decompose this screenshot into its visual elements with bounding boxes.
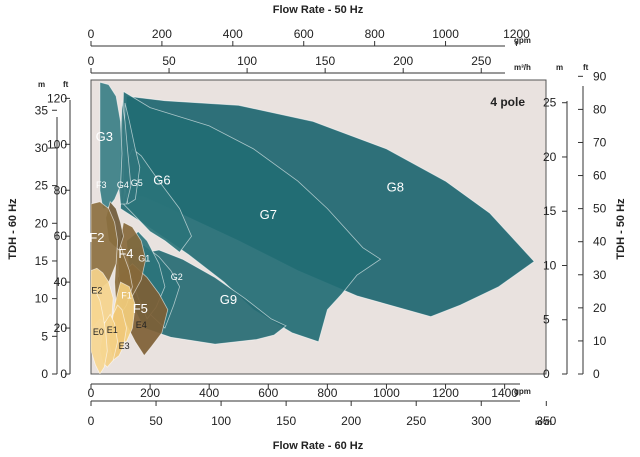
top-gpm-tick-label-0: 0 xyxy=(88,27,95,41)
left-m-tick-label-6: 30 xyxy=(35,141,49,155)
bottom-m3h-tick-label-1: 50 xyxy=(149,414,163,428)
pole-annotation: 4 pole xyxy=(490,95,525,109)
right-m-tick-label-0: 0 xyxy=(543,367,550,381)
region-label-f5: F5 xyxy=(133,301,148,316)
left-m-tick-label-5: 25 xyxy=(35,179,49,193)
top-m3h-tick-label-0: 0 xyxy=(88,54,95,68)
region-label-e4: E4 xyxy=(136,320,147,330)
left-m-tick-label-4: 20 xyxy=(35,216,49,230)
region-label-g9: G9 xyxy=(220,292,237,307)
region-label-f2: F2 xyxy=(89,230,104,245)
region-label-e1: E1 xyxy=(107,325,118,335)
region-g4 xyxy=(118,100,132,205)
top-outer-unit-label: gpm xyxy=(514,36,531,45)
left-ft-tick-label-6: 120 xyxy=(47,91,67,105)
region-label-f3: F3 xyxy=(96,180,107,190)
right-ft-tick-label-0: 0 xyxy=(593,367,600,381)
top-gpm-tick-label-6: 1200 xyxy=(503,27,530,41)
right-ft-tick-label-8: 80 xyxy=(593,102,607,116)
bottom-gpm-tick-label-0: 0 xyxy=(88,386,95,400)
top-m3h-tick-label-2: 100 xyxy=(237,54,257,68)
left-ft-tick-label-0: 0 xyxy=(60,367,67,381)
region-label-g4: G4 xyxy=(117,180,129,190)
bottom-gpm-tick-label-3: 600 xyxy=(258,386,278,400)
left-m-tick-label-2: 10 xyxy=(35,292,49,306)
right-ft-tick-label-2: 20 xyxy=(593,301,607,315)
right-m-tick-label-2: 10 xyxy=(543,258,557,272)
top-gpm-tick-label-1: 200 xyxy=(152,27,172,41)
region-label-g2: G2 xyxy=(171,272,183,282)
bottom-m3h-tick-label-3: 150 xyxy=(276,414,296,428)
top-m3h-tick-label-4: 200 xyxy=(393,54,413,68)
region-label-g3: G3 xyxy=(96,129,113,144)
top-gpm-tick-label-3: 600 xyxy=(294,27,314,41)
right-axis-title: TDH - 50 Hz xyxy=(615,198,627,260)
bottom-m3h-tick-label-5: 250 xyxy=(406,414,426,428)
left-ft-tick-label-1: 20 xyxy=(54,321,68,335)
left-ft-tick-label-5: 100 xyxy=(47,137,67,151)
region-label-f1: F1 xyxy=(121,290,132,300)
bottom-m3h-tick-label-2: 100 xyxy=(211,414,231,428)
bottom-m3h-tick-label-0: 0 xyxy=(88,414,95,428)
left-ft-tick-label-2: 40 xyxy=(54,275,68,289)
left-m-tick-label-7: 35 xyxy=(35,103,49,117)
pump-regions xyxy=(91,81,535,374)
right-ft-tick-label-4: 40 xyxy=(593,235,607,249)
right-m-unit-label: m xyxy=(556,63,563,72)
bottom-gpm-tick-label-6: 1200 xyxy=(432,386,459,400)
left-m-unit-label: m xyxy=(38,80,45,89)
bottom-inner-unit-label: m³/h xyxy=(535,418,552,427)
region-g7 xyxy=(120,90,382,343)
region-label-g6: G6 xyxy=(153,173,170,188)
top-axis-title: Flow Rate - 50 Hz xyxy=(273,4,364,16)
top-gpm-tick-label-5: 1000 xyxy=(432,27,459,41)
top-m3h-tick-label-3: 150 xyxy=(315,54,335,68)
left-m-tick-label-3: 15 xyxy=(35,254,49,268)
right-m-tick-label-5: 25 xyxy=(543,96,557,110)
right-ft-tick-label-3: 30 xyxy=(593,268,607,282)
bottom-gpm-tick-label-5: 1000 xyxy=(373,386,400,400)
bottom-gpm-tick-label-2: 400 xyxy=(199,386,219,400)
right-m-tick-label-3: 15 xyxy=(543,204,557,218)
top-m3h-tick-label-1: 50 xyxy=(162,54,176,68)
right-ft-unit-label: ft xyxy=(583,63,589,72)
top-gpm-tick-label-4: 800 xyxy=(365,27,385,41)
bottom-axis-title: Flow Rate - 60 Hz xyxy=(273,440,364,452)
top-gpm-tick-label-2: 400 xyxy=(223,27,243,41)
right-ft-tick-label-6: 60 xyxy=(593,169,607,183)
bottom-m3h-tick-label-6: 300 xyxy=(471,414,491,428)
right-ft-tick-label-7: 70 xyxy=(593,135,607,149)
left-m-tick-label-0: 0 xyxy=(41,367,48,381)
bottom-gpm-tick-label-1: 200 xyxy=(140,386,160,400)
region-label-e0: E0 xyxy=(93,327,104,337)
region-label-g1: G1 xyxy=(138,254,150,264)
bottom-gpm-tick-label-7: 1400 xyxy=(491,386,518,400)
region-label-e2: E2 xyxy=(91,286,102,296)
right-ft-tick-label-9: 90 xyxy=(593,69,607,83)
bottom-m3h-tick-label-7: 350 xyxy=(536,414,556,428)
region-label-g5: G5 xyxy=(131,178,143,188)
right-m-tick-label-1: 5 xyxy=(543,313,550,327)
left-axis-title: TDH - 60 Hz xyxy=(7,198,19,260)
bottom-gpm-tick-label-4: 800 xyxy=(317,386,337,400)
right-ft-tick-label-5: 50 xyxy=(593,202,607,216)
left-m-tick-label-1: 5 xyxy=(41,329,48,343)
left-ft-tick-label-3: 60 xyxy=(54,229,68,243)
region-label-f4: F4 xyxy=(118,246,133,261)
top-inner-unit-label: m³/h xyxy=(514,63,531,72)
region-label-e3: E3 xyxy=(119,341,130,351)
bottom-outer-unit-label: gpm xyxy=(514,387,531,396)
left-ft-unit-label: ft xyxy=(63,80,69,89)
bottom-m3h-tick-label-4: 200 xyxy=(341,414,361,428)
right-m-tick-label-4: 20 xyxy=(543,150,557,164)
right-ft-tick-label-1: 10 xyxy=(593,334,607,348)
region-label-g8: G8 xyxy=(387,179,404,194)
top-m3h-tick-label-5: 250 xyxy=(471,54,491,68)
region-e0 xyxy=(91,290,108,374)
left-ft-tick-label-4: 80 xyxy=(54,183,68,197)
region-label-g7: G7 xyxy=(260,207,277,222)
